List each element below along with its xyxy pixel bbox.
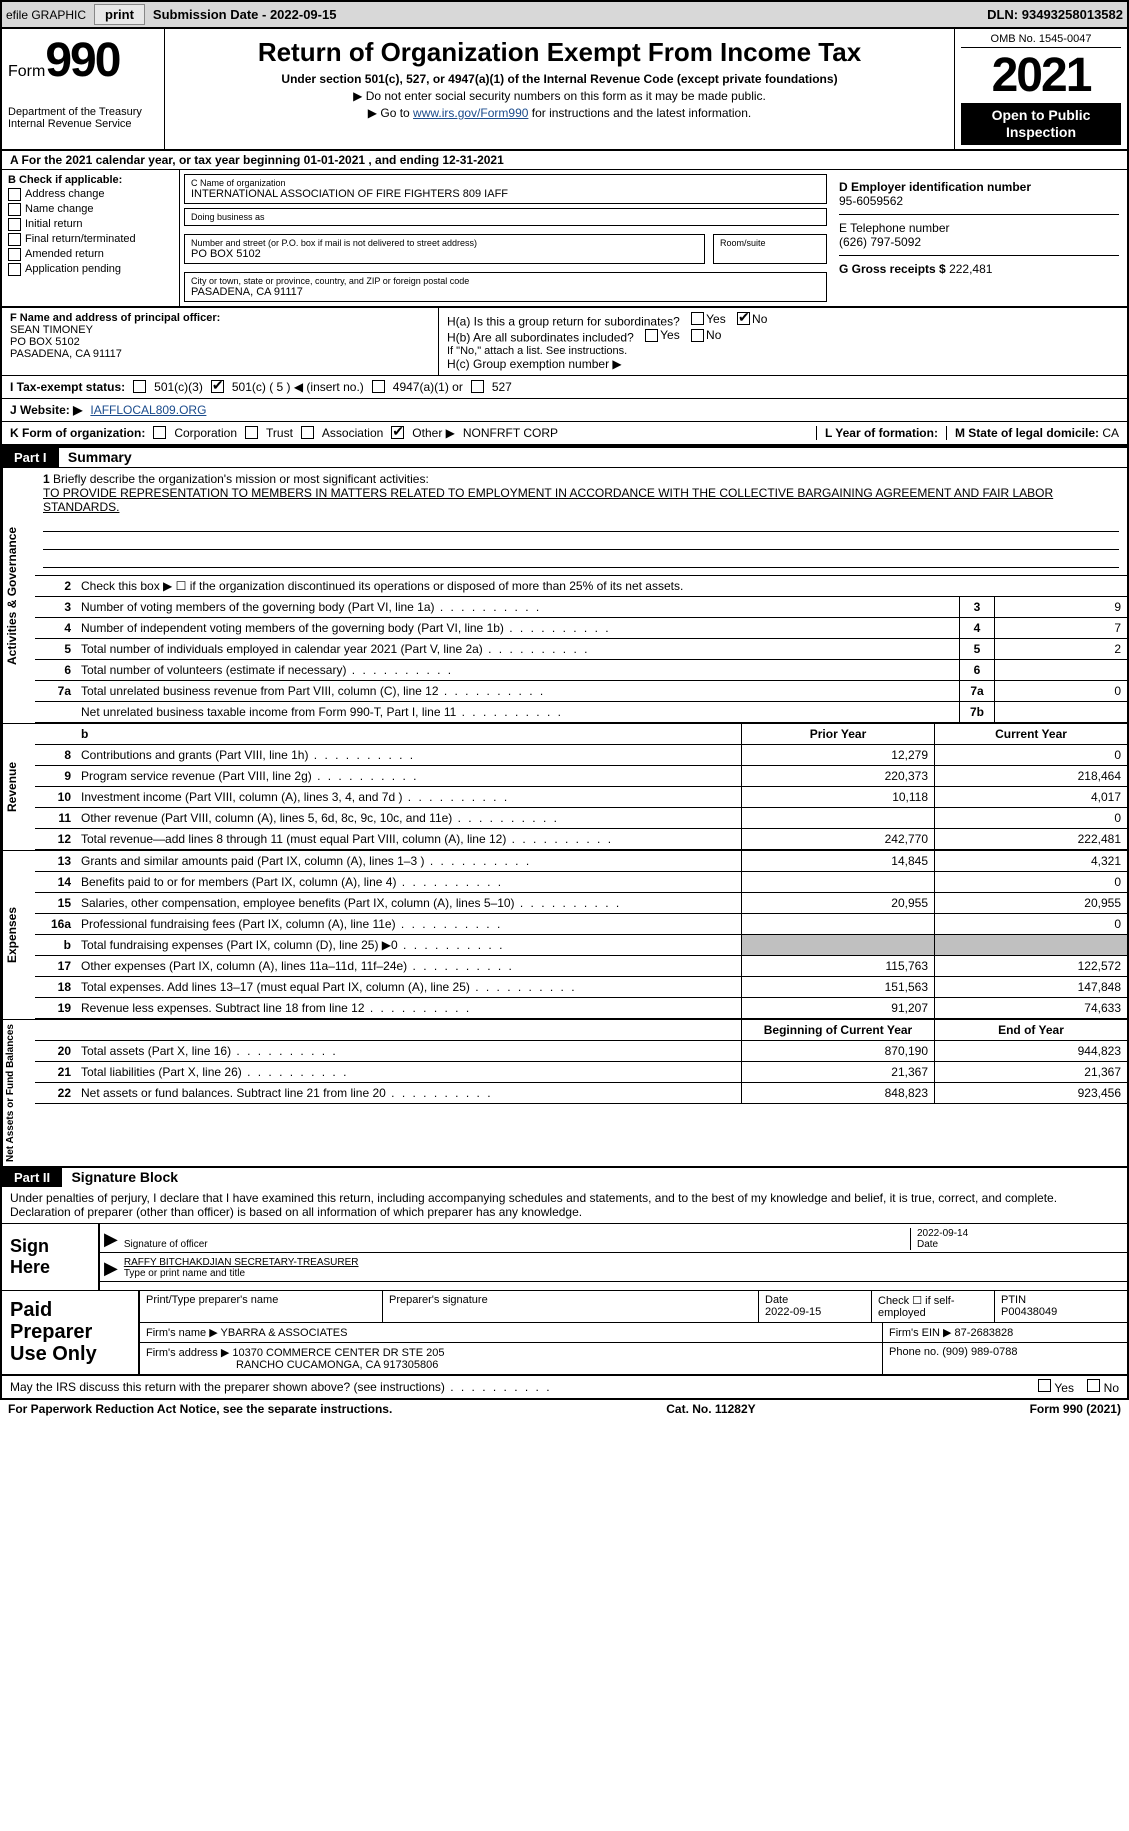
checkbox-501c[interactable] — [211, 380, 224, 393]
topbar: efile GRAPHIC print Submission Date - 20… — [0, 0, 1129, 29]
table-row: 22Net assets or fund balances. Subtract … — [35, 1083, 1127, 1104]
footer-question: May the IRS discuss this return with the… — [0, 1376, 1129, 1400]
form-number: Form990 — [8, 33, 158, 88]
checkbox-ha-yes[interactable] — [691, 312, 704, 325]
table-row: 9Program service revenue (Part VIII, lin… — [35, 766, 1127, 787]
checkbox-501c3[interactable] — [133, 380, 146, 393]
section-revenue: Revenue b Prior Year Current Year 8Contr… — [2, 723, 1127, 850]
row-j: J Website: ▶ IAFFLOCAL809.ORG — [0, 399, 1129, 422]
efile-label: efile GRAPHIC — [6, 8, 86, 22]
form-subtitle: Under section 501(c), 527, or 4947(a)(1)… — [171, 72, 948, 86]
checkbox-4947[interactable] — [372, 380, 385, 393]
checkbox-hb-yes[interactable] — [645, 329, 658, 342]
table-row: 21Total liabilities (Part X, line 26)21,… — [35, 1062, 1127, 1083]
checkbox-address-change[interactable] — [8, 188, 21, 201]
table-row: bTotal fundraising expenses (Part IX, co… — [35, 935, 1127, 956]
dln: DLN: 93493258013582 — [987, 7, 1123, 22]
street: PO BOX 5102 — [191, 248, 698, 260]
section-f: F Name and address of principal officer:… — [2, 308, 439, 375]
table-row: 18Total expenses. Add lines 13–17 (must … — [35, 977, 1127, 998]
open-to-public: Open to Public Inspection — [961, 103, 1121, 145]
section-b: B Check if applicable: Address change Na… — [2, 170, 180, 306]
city-state-zip: PASADENA, CA 91117 — [191, 286, 820, 298]
table-row: 8Contributions and grants (Part VIII, li… — [35, 745, 1127, 766]
table-row: 3Number of voting members of the governi… — [35, 597, 1127, 618]
checkbox-ha-no[interactable] — [737, 312, 750, 325]
prep-date: 2022-09-15 — [765, 1306, 821, 1318]
department: Department of the Treasury Internal Reve… — [8, 106, 158, 130]
section-deg: D Employer identification number 95-6059… — [831, 170, 1127, 306]
instruction-2: ▶ Go to www.irs.gov/Form990 for instruct… — [171, 106, 948, 120]
telephone: (626) 797-5092 — [839, 235, 1119, 249]
part1-body: Activities & Governance 1 Briefly descri… — [0, 467, 1129, 1168]
signature-block: Under penalties of perjury, I declare th… — [0, 1187, 1129, 1376]
website-link[interactable]: IAFFLOCAL809.ORG — [90, 403, 206, 417]
checkbox-final-return[interactable] — [8, 233, 21, 246]
table-row: 12Total revenue—add lines 8 through 11 (… — [35, 829, 1127, 850]
section-c: C Name of organization INTERNATIONAL ASS… — [180, 170, 831, 306]
main-info-block: B Check if applicable: Address change Na… — [0, 170, 1129, 308]
table-row: 19Revenue less expenses. Subtract line 1… — [35, 998, 1127, 1019]
table-row: 16aProfessional fundraising fees (Part I… — [35, 914, 1127, 935]
arrow-icon: ▶ — [104, 1229, 118, 1250]
section-expenses: Expenses 13Grants and similar amounts pa… — [2, 850, 1127, 1019]
tax-year: 2021 — [961, 48, 1121, 103]
table-row: 7aTotal unrelated business revenue from … — [35, 681, 1127, 702]
checkbox-amended[interactable] — [8, 248, 21, 261]
ptin: P00438049 — [1001, 1306, 1057, 1318]
part1-header: Part I Summary — [0, 446, 1129, 467]
checkbox-discuss-no[interactable] — [1087, 1379, 1100, 1392]
arrow-icon: ▶ — [104, 1258, 118, 1279]
checkbox-initial-return[interactable] — [8, 218, 21, 231]
table-row: 5Total number of individuals employed in… — [35, 639, 1127, 660]
table-row: 4Number of independent voting members of… — [35, 618, 1127, 639]
firm-address: Firm's address ▶ 10370 COMMERCE CENTER D… — [146, 1346, 876, 1359]
checkbox-trust[interactable] — [245, 426, 258, 439]
mission-text: TO PROVIDE REPRESENTATION TO MEMBERS IN … — [43, 486, 1053, 514]
form-title: Return of Organization Exempt From Incom… — [171, 37, 948, 68]
table-row: 15Salaries, other compensation, employee… — [35, 893, 1127, 914]
table-row: 11Other revenue (Part VIII, column (A), … — [35, 808, 1127, 829]
irs-link[interactable]: www.irs.gov/Form990 — [413, 106, 528, 120]
row-fh: F Name and address of principal officer:… — [0, 308, 1129, 376]
checkbox-name-change[interactable] — [8, 203, 21, 216]
form-header: Form990 Department of the Treasury Inter… — [0, 29, 1129, 151]
table-row: Net unrelated business taxable income fr… — [35, 702, 1127, 723]
ein: 95-6059562 — [839, 194, 1119, 208]
submission-date: Submission Date - 2022-09-15 — [153, 7, 337, 22]
row-a: A For the 2021 calendar year, or tax yea… — [0, 151, 1129, 170]
checkbox-assoc[interactable] — [301, 426, 314, 439]
gross-receipts: 222,481 — [949, 262, 992, 276]
table-row: 20Total assets (Part X, line 16)870,1909… — [35, 1041, 1127, 1062]
print-button[interactable]: print — [94, 4, 145, 25]
table-row: 10Investment income (Part VIII, column (… — [35, 787, 1127, 808]
checkbox-corp[interactable] — [153, 426, 166, 439]
firm-name: Firm's name ▶ YBARRA & ASSOCIATES — [140, 1323, 883, 1342]
table-row: 13Grants and similar amounts paid (Part … — [35, 851, 1127, 872]
firm-phone: Phone no. (909) 989-0788 — [883, 1343, 1127, 1374]
section-activities-governance: Activities & Governance 1 Briefly descri… — [2, 468, 1127, 723]
omb-number: OMB No. 1545-0047 — [961, 33, 1121, 48]
part2-header: Part II Signature Block — [0, 1168, 1129, 1187]
sign-date: 2022-09-14 — [917, 1228, 1117, 1239]
checkbox-other[interactable] — [391, 426, 404, 439]
table-row: 14Benefits paid to or for members (Part … — [35, 872, 1127, 893]
checkbox-527[interactable] — [471, 380, 484, 393]
table-row: 17Other expenses (Part IX, column (A), l… — [35, 956, 1127, 977]
officer-name: SEAN TIMONEY — [10, 324, 430, 336]
checkbox-hb-no[interactable] — [691, 329, 704, 342]
section-net-assets: Net Assets or Fund Balances Beginning of… — [2, 1019, 1127, 1166]
row-i: I Tax-exempt status: 501(c)(3) 501(c) ( … — [0, 376, 1129, 399]
firm-ein: Firm's EIN ▶ 87-2683828 — [883, 1323, 1127, 1342]
table-row: 6Total number of volunteers (estimate if… — [35, 660, 1127, 681]
footer-line: For Paperwork Reduction Act Notice, see … — [0, 1400, 1129, 1418]
instruction-1: ▶ Do not enter social security numbers o… — [171, 89, 948, 103]
row-k: K Form of organization: Corporation Trus… — [0, 422, 1129, 446]
section-h: H(a) Is this a group return for subordin… — [439, 308, 1127, 375]
officer-print-name: RAFFY BITCHAKDJIAN SECRETARY-TREASURER — [124, 1257, 1123, 1268]
checkbox-discuss-yes[interactable] — [1038, 1379, 1051, 1392]
org-name: INTERNATIONAL ASSOCIATION OF FIRE FIGHTE… — [191, 188, 820, 200]
checkbox-app-pending[interactable] — [8, 263, 21, 276]
